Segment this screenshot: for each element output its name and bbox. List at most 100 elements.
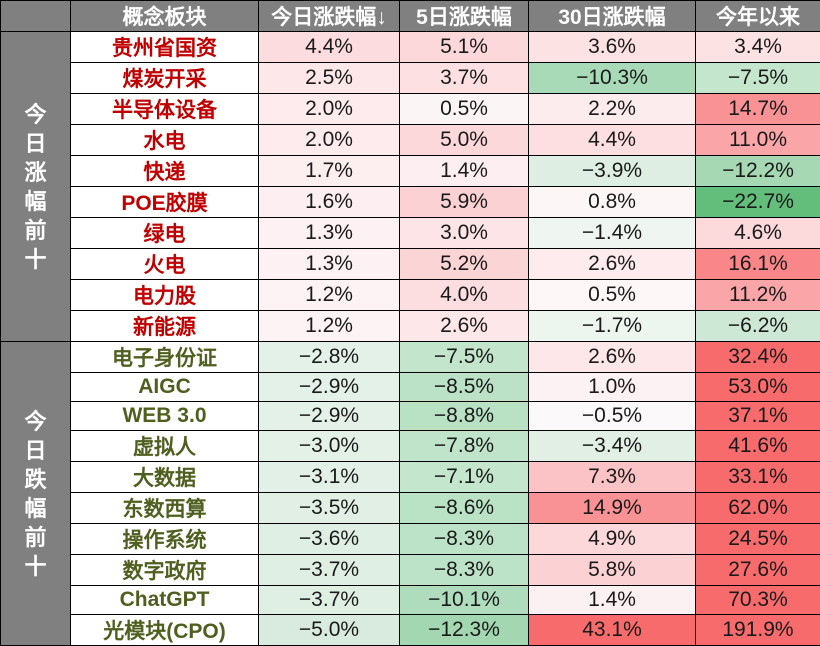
cell-d5: −7.5%	[400, 342, 529, 373]
sector-name[interactable]: 火电	[71, 249, 259, 280]
cell-ytd: 53.0%	[696, 373, 820, 402]
sector-name[interactable]: 新能源	[71, 311, 259, 342]
sector-name[interactable]: 电子身份证	[71, 342, 259, 373]
cell-d5: 0.5%	[400, 94, 529, 125]
group-label-text: 今日涨幅前十	[24, 100, 48, 274]
cell-ytd: 37.1%	[696, 402, 820, 431]
header-5day-change[interactable]: 5日涨跌幅	[400, 1, 529, 32]
sector-name[interactable]: 快递	[71, 156, 259, 187]
cell-d30: 14.9%	[529, 493, 696, 524]
table-row: 东数西算−3.5%−8.6%14.9%62.0%	[1, 493, 820, 524]
cell-d5: 5.9%	[400, 187, 529, 218]
cell-d5: −8.3%	[400, 555, 529, 586]
sector-name[interactable]: AIGC	[71, 373, 259, 402]
table-row: 光模块(CPO)−5.0%−12.3%43.1%191.9%	[1, 615, 820, 646]
cell-d30: 2.6%	[529, 249, 696, 280]
cell-today: 2.0%	[259, 94, 400, 125]
header-ytd-change[interactable]: 今年以来	[696, 1, 820, 32]
cell-ytd: 32.4%	[696, 342, 820, 373]
sector-name[interactable]: 东数西算	[71, 493, 259, 524]
cell-d5: 2.6%	[400, 311, 529, 342]
cell-d30: −0.5%	[529, 402, 696, 431]
table-row: 数字政府−3.7%−8.3%5.8%27.6%	[1, 555, 820, 586]
cell-ytd: 16.1%	[696, 249, 820, 280]
sector-name[interactable]: POE胶膜	[71, 187, 259, 218]
cell-today: −2.9%	[259, 402, 400, 431]
sector-name[interactable]: 光模块(CPO)	[71, 615, 259, 646]
cell-ytd: 11.0%	[696, 125, 820, 156]
cell-today: 1.2%	[259, 280, 400, 311]
cell-d30: 1.0%	[529, 373, 696, 402]
cell-ytd: 191.9%	[696, 615, 820, 646]
sector-name[interactable]: 贵州省国资	[71, 32, 259, 63]
header-row: 概念板块 今日涨跌幅↓ 5日涨跌幅 30日涨跌幅 今年以来	[1, 1, 820, 32]
sector-name[interactable]: ChatGPT	[71, 586, 259, 615]
cell-ytd: 11.2%	[696, 280, 820, 311]
cell-d5: −10.1%	[400, 586, 529, 615]
cell-today: −2.8%	[259, 342, 400, 373]
cell-d30: 0.8%	[529, 187, 696, 218]
sector-name[interactable]: 绿电	[71, 218, 259, 249]
sector-name[interactable]: 数字政府	[71, 555, 259, 586]
cell-d5: −8.5%	[400, 373, 529, 402]
sector-name[interactable]: 操作系统	[71, 524, 259, 555]
cell-ytd: 70.3%	[696, 586, 820, 615]
cell-today: −3.5%	[259, 493, 400, 524]
cell-d5: 5.2%	[400, 249, 529, 280]
cell-d30: −3.4%	[529, 431, 696, 462]
group-label-text: 今日跌幅前十	[24, 407, 48, 581]
header-corner	[1, 1, 71, 32]
cell-today: −2.9%	[259, 373, 400, 402]
cell-today: 2.0%	[259, 125, 400, 156]
cell-today: 1.3%	[259, 218, 400, 249]
sector-name[interactable]: 半导体设备	[71, 94, 259, 125]
cell-today: 2.5%	[259, 63, 400, 94]
cell-d30: 5.8%	[529, 555, 696, 586]
header-30day-change[interactable]: 30日涨跌幅	[529, 1, 696, 32]
cell-today: 1.3%	[259, 249, 400, 280]
cell-today: −3.6%	[259, 524, 400, 555]
cell-today: 1.2%	[259, 311, 400, 342]
cell-d30: 2.2%	[529, 94, 696, 125]
header-today-change[interactable]: 今日涨跌幅↓	[259, 1, 400, 32]
cell-d5: 3.7%	[400, 63, 529, 94]
cell-today: −3.0%	[259, 431, 400, 462]
cell-d30: −1.4%	[529, 218, 696, 249]
cell-ytd: −6.2%	[696, 311, 820, 342]
cell-d30: 0.5%	[529, 280, 696, 311]
cell-d5: −8.3%	[400, 524, 529, 555]
cell-d30: 2.6%	[529, 342, 696, 373]
sector-name[interactable]: 水电	[71, 125, 259, 156]
cell-d5: −7.8%	[400, 431, 529, 462]
sector-name[interactable]: 大数据	[71, 462, 259, 493]
cell-today: 1.6%	[259, 187, 400, 218]
cell-d30: 7.3%	[529, 462, 696, 493]
cell-d5: −8.8%	[400, 402, 529, 431]
sector-name[interactable]: WEB 3.0	[71, 402, 259, 431]
cell-today: −3.7%	[259, 586, 400, 615]
header-sector-name[interactable]: 概念板块	[71, 1, 259, 32]
cell-d30: 43.1%	[529, 615, 696, 646]
cell-d5: 4.0%	[400, 280, 529, 311]
sector-name[interactable]: 电力股	[71, 280, 259, 311]
cell-d30: 4.4%	[529, 125, 696, 156]
cell-today: 4.4%	[259, 32, 400, 63]
cell-ytd: 3.4%	[696, 32, 820, 63]
cell-d5: 1.4%	[400, 156, 529, 187]
sector-name[interactable]: 煤炭开采	[71, 63, 259, 94]
sector-name[interactable]: 虚拟人	[71, 431, 259, 462]
cell-d5: 3.0%	[400, 218, 529, 249]
table-row: ChatGPT−3.7%−10.1%1.4%70.3%	[1, 586, 820, 615]
table-row: WEB 3.0−2.9%−8.8%−0.5%37.1%	[1, 402, 820, 431]
cell-ytd: 62.0%	[696, 493, 820, 524]
cell-d5: 5.0%	[400, 125, 529, 156]
